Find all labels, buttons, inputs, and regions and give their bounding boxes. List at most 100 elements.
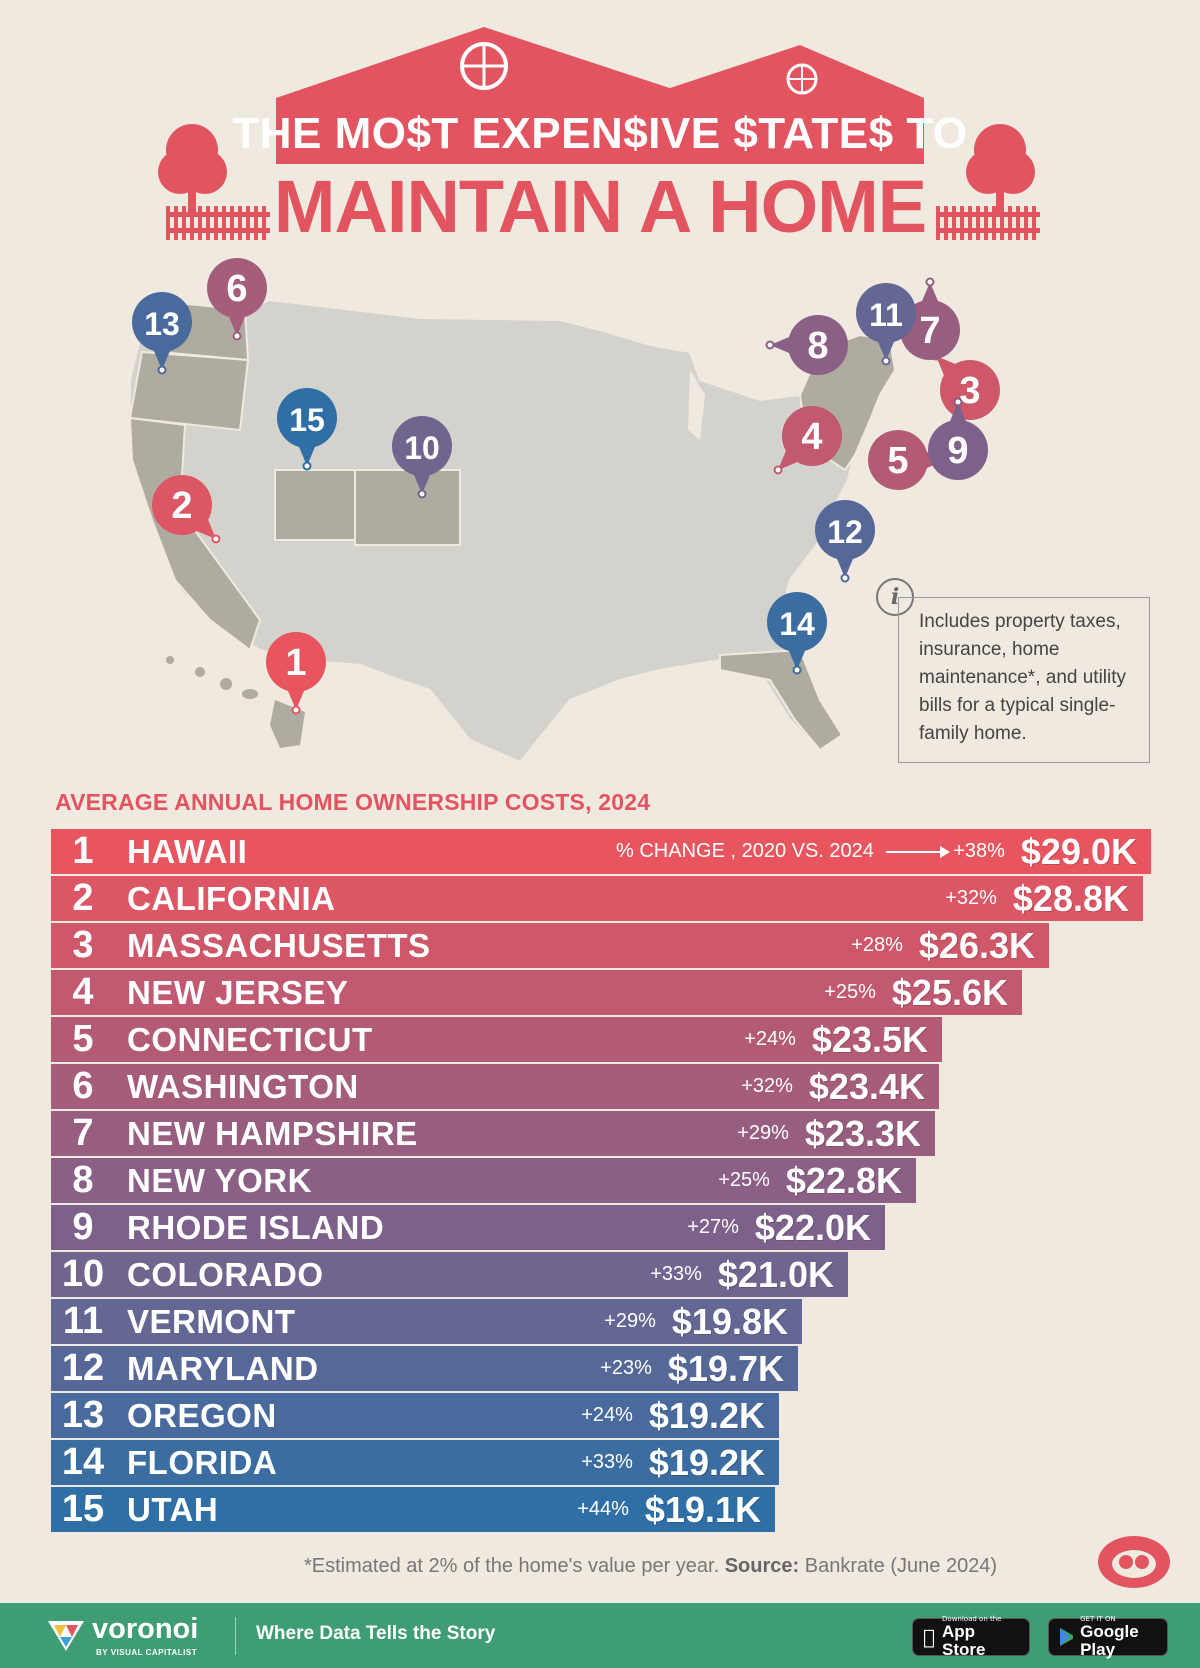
bar-category-label: UTAH xyxy=(127,1490,219,1528)
map-pin-icon: 11 xyxy=(856,283,916,366)
tagline: Where Data Tells the Story xyxy=(256,1623,496,1644)
map-pin-icon: 5 xyxy=(868,430,951,490)
state-oregon xyxy=(128,350,250,432)
bar-row: 5 CONNECTICUT +24% $23.5K xyxy=(51,1017,942,1062)
bar-row: 10 COLORADO +33% $21.0K xyxy=(51,1252,848,1297)
app-store-label: App Store xyxy=(930,1623,1012,1659)
map-pin-icon: 2 xyxy=(152,475,221,544)
bar-row: 6 WASHINGTON +32% $23.4K xyxy=(51,1064,939,1109)
state-utah xyxy=(274,469,356,541)
footer: voronoi BY VISUAL CAPITALIST Where Data … xyxy=(0,1603,1200,1668)
bar-value-label: $19.8K xyxy=(671,1300,788,1342)
bar-change-label: +25% xyxy=(824,981,876,1003)
bar-category-label: MARYLAND xyxy=(127,1349,319,1387)
bar-value-label: $21.0K xyxy=(717,1253,834,1295)
bar-change-label: +32% xyxy=(945,887,997,909)
map-pin-icon: 10 xyxy=(392,416,452,499)
bar-category-label: NEW YORK xyxy=(127,1161,312,1199)
bar-change-label: +44% xyxy=(577,1498,629,1520)
bar-value-label: $22.8K xyxy=(785,1159,902,1201)
google-play-button[interactable]: GET IT ON Google Play xyxy=(1048,1615,1168,1659)
bar-change-label: +33% xyxy=(650,1263,702,1285)
state-california xyxy=(128,416,262,652)
bar-row: 9 RHODE ISLAND +27% $22.0K xyxy=(51,1205,885,1250)
bar-row: 4 NEW JERSEY +25% $25.6K xyxy=(51,970,1022,1015)
visual-capitalist-mark-icon xyxy=(1098,1536,1170,1588)
title-line-2: MAINTAIN A HOME xyxy=(273,164,927,248)
map-pin-icon: 4 xyxy=(773,406,842,475)
bar-category-label: RHODE ISLAND xyxy=(127,1208,385,1246)
bar-change-label: +25% xyxy=(718,1169,770,1191)
bar-row: 14 FLORIDA +33% $19.2K xyxy=(51,1440,779,1485)
change-legend: % CHANGE , 2020 VS. 2024 xyxy=(616,829,950,874)
bar-rank: 1 xyxy=(72,830,94,872)
state-hawaii xyxy=(270,700,305,748)
roof-left xyxy=(276,27,700,98)
bar-change-label: +24% xyxy=(581,1404,633,1426)
bar-category-label: HAWAII xyxy=(127,832,248,870)
bar-change-label: +33% xyxy=(581,1451,633,1473)
apple-icon:  xyxy=(923,1625,935,1649)
state-florida xyxy=(719,648,844,752)
bar-rank: 8 xyxy=(72,1159,94,1201)
bar-value-label: $19.1K xyxy=(644,1488,761,1530)
bar-row: 1 HAWAII +38% $29.0K % CHANGE , 2020 VS. 202… xyxy=(51,829,1151,874)
bar-row: 7 NEW HAMPSHIRE +29% $23.3K xyxy=(51,1111,935,1156)
bar-rank: 5 xyxy=(72,1018,94,1060)
bar-value-label: $29.0K xyxy=(1020,830,1137,872)
bar-category-label: MASSACHUSETTS xyxy=(127,926,431,964)
bar-rank: 14 xyxy=(61,1441,105,1483)
voronoi-logo-icon[interactable] xyxy=(46,1617,86,1653)
title-house-graphic xyxy=(158,27,1040,240)
bar-change-label: +27% xyxy=(687,1216,739,1238)
fence-right-icon xyxy=(936,206,1040,240)
bar-value-label: $19.2K xyxy=(648,1441,765,1483)
map-pin-icon: 8 xyxy=(765,315,848,375)
bar-category-label: CALIFORNIA xyxy=(127,879,336,917)
bar-value-label: $26.3K xyxy=(918,924,1035,966)
bar-category-label: NEW HAMPSHIRE xyxy=(127,1114,418,1152)
bar-value-label: $22.0K xyxy=(754,1206,871,1248)
roof-right xyxy=(640,45,924,98)
map-pin-icon: 9 xyxy=(928,397,988,480)
bar-rank: 3 xyxy=(72,924,94,966)
bar-row: 3 MASSACHUSETTS +28% $26.3K xyxy=(51,923,1049,968)
source-text: Bankrate (June 2024) xyxy=(804,1555,998,1577)
map-pin-label: 13 xyxy=(144,306,180,342)
bar-value-label: $23.3K xyxy=(804,1112,921,1154)
map-pin-icon: 14 xyxy=(767,592,827,675)
bar-value-label: $23.4K xyxy=(808,1065,925,1107)
bar-category-label: VERMONT xyxy=(127,1302,296,1340)
map-pin-label: 5 xyxy=(887,440,908,482)
bar-category-label: COLORADO xyxy=(127,1255,324,1293)
bar-change-label: +32% xyxy=(741,1075,793,1097)
tree-left-icon xyxy=(158,124,227,213)
bar-row: 12 MARYLAND +23% $19.7K xyxy=(51,1346,798,1391)
bar-rank: 9 xyxy=(72,1206,94,1248)
bar-rank: 12 xyxy=(61,1347,105,1389)
map-pin-icon: 13 xyxy=(132,292,192,375)
bar-change-label: +29% xyxy=(604,1310,656,1332)
bar-row: 13 OREGON +24% $19.2K xyxy=(51,1393,779,1438)
bar-change-label: +38% xyxy=(953,840,1005,862)
voronoi-brand[interactable]: voronoi xyxy=(92,1613,199,1645)
arrow-right-icon xyxy=(885,845,950,858)
map-pin-label: 10 xyxy=(404,430,440,466)
voronoi-brand-sub: BY VISUAL CAPITALIST xyxy=(96,1648,198,1657)
bar-rank: 6 xyxy=(72,1065,94,1107)
app-store-button[interactable]:  Download on the App Store xyxy=(912,1615,1030,1659)
footnote: *Estimated at 2% of the home's value per… xyxy=(304,1555,997,1578)
map-pin-icon: 12 xyxy=(815,500,875,583)
bar-rank: 2 xyxy=(72,877,94,919)
chart-subtitle: AVERAGE ANNUAL HOME OWNERSHIP COSTS, 202… xyxy=(55,789,651,815)
map-pin-label: 4 xyxy=(801,416,822,458)
title-banner xyxy=(276,98,924,164)
map-pin-label: 12 xyxy=(827,514,863,550)
change-legend-label: % CHANGE , 2020 VS. 2024 xyxy=(616,840,874,862)
map-pin-label: 11 xyxy=(869,297,903,333)
bar-value-label: $28.8K xyxy=(1012,877,1129,919)
info-note: Includes property taxes, insurance, home… xyxy=(898,597,1150,763)
bar-change-label: +28% xyxy=(851,934,903,956)
